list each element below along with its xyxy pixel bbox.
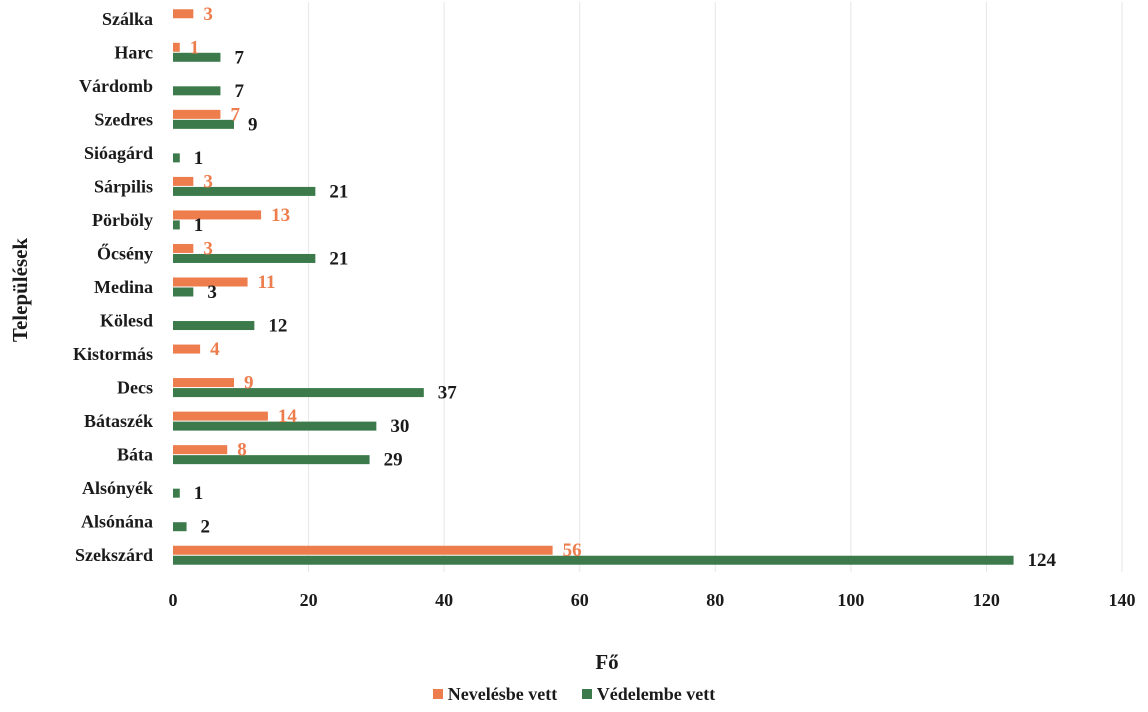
bar-nevelesbe [173, 42, 180, 52]
bar-vedelembe [173, 522, 187, 532]
x-tick-label: 100 [837, 590, 864, 610]
gridlines [308, 2, 1123, 572]
legend-label-nevelesbe: Nevelésbe vett [447, 683, 558, 704]
data-label-nevelesbe: 4 [210, 339, 220, 360]
data-label-vedelembe: 37 [438, 383, 458, 404]
bars [173, 9, 1014, 565]
category-label: Sárpilis [94, 176, 153, 196]
bar-vedelembe [173, 287, 194, 297]
data-label-vedelembe: 3 [207, 282, 217, 303]
bar-vedelembe [173, 488, 180, 498]
data-label-nevelesbe: 14 [278, 406, 298, 427]
bar-vedelembe [173, 321, 255, 331]
category-label: Báta [117, 445, 153, 465]
bar-vedelembe [173, 555, 1014, 565]
data-label-nevelesbe: 3 [203, 171, 213, 192]
data-label-nevelesbe: 13 [271, 205, 290, 226]
bar-nevelesbe [173, 378, 235, 388]
x-tick-label: 60 [571, 590, 589, 610]
category-labels: Szekszárd Alsónána Alsónyék Báta Bátaszék Dec… [73, 9, 153, 565]
data-label-vedelembe: 12 [268, 316, 287, 337]
x-axis-title: Fő [595, 650, 618, 674]
bar-nevelesbe [173, 176, 194, 186]
x-tick-label: 20 [300, 590, 318, 610]
category-label: Sióagárd [84, 143, 153, 163]
category-label: Kistormás [73, 344, 153, 364]
category-label: Kölesd [100, 311, 153, 331]
bar-vedelembe [173, 153, 180, 163]
x-tick-label: 140 [1109, 590, 1136, 610]
data-label-vedelembe: 1 [194, 148, 204, 169]
bar-vedelembe [173, 253, 316, 263]
data-label-vedelembe: 124 [1028, 550, 1057, 571]
bar-vedelembe [173, 119, 235, 129]
bar-vedelembe [173, 388, 424, 398]
data-label-nevelesbe: 56 [563, 540, 582, 561]
data-label-vedelembe: 1 [194, 483, 204, 504]
data-label-nevelesbe: 11 [258, 272, 276, 293]
x-tick-label: 80 [706, 590, 724, 610]
data-label-vedelembe: 21 [329, 248, 348, 269]
legend-item-nevelesbe: Nevelésbe vett [432, 683, 558, 705]
category-label: Szálka [102, 9, 153, 29]
bar-vedelembe [173, 220, 180, 230]
bar-nevelesbe [173, 445, 228, 455]
category-label: Őcsény [97, 242, 153, 263]
data-label-nevelesbe: 3 [203, 4, 213, 25]
category-label: Pörböly [92, 210, 153, 230]
data-label-vedelembe: 21 [329, 181, 348, 202]
bar-vedelembe [173, 421, 377, 431]
data-label-vedelembe: 9 [248, 114, 258, 135]
legend: Nevelésbe vett Védelembe vett [0, 683, 1148, 705]
x-tick-label: 120 [973, 590, 1000, 610]
data-label-vedelembe: 30 [390, 416, 409, 437]
data-label-vedelembe: 7 [234, 47, 244, 68]
bar-nevelesbe [173, 243, 194, 253]
category-label: Várdomb [79, 76, 153, 96]
category-label: Alsónána [81, 512, 153, 532]
y-axis-title: Települések [8, 238, 32, 343]
data-label-nevelesbe: 8 [237, 440, 247, 461]
bar-vedelembe [173, 52, 221, 62]
bar-vedelembe [173, 455, 370, 465]
category-label: Szedres [94, 109, 153, 129]
bar-nevelesbe [173, 109, 221, 119]
data-label-vedelembe: 1 [194, 215, 204, 236]
x-tick-label: 40 [435, 590, 453, 610]
bar-nevelesbe [173, 344, 201, 354]
bar-nevelesbe [173, 210, 262, 220]
category-label: Alsónyék [82, 478, 153, 498]
data-label-nevelesbe: 3 [203, 238, 213, 259]
category-label: Decs [117, 378, 153, 398]
data-label-vedelembe: 7 [234, 81, 244, 102]
data-label-nevelesbe: 7 [230, 104, 240, 125]
x-tick-label: 0 [169, 590, 178, 610]
bar-nevelesbe [173, 411, 268, 421]
category-label: Szekszárd [75, 545, 153, 565]
bar-vedelembe [173, 186, 316, 196]
bar-vedelembe [173, 86, 221, 96]
legend-item-vedelembe: Védelembe vett [581, 683, 716, 705]
bar-nevelesbe [173, 9, 194, 19]
data-label-nevelesbe: 1 [190, 37, 200, 58]
category-label: Medina [94, 277, 153, 297]
legend-swatch-vedelembe [581, 689, 592, 699]
category-label: Harc [114, 42, 153, 62]
category-label: Bátaszék [84, 411, 153, 431]
data-label-vedelembe: 2 [201, 517, 211, 538]
data-label-nevelesbe: 9 [244, 373, 254, 394]
bar-nevelesbe [173, 277, 248, 287]
legend-label-vedelembe: Védelembe vett [596, 683, 716, 704]
legend-swatch-nevelesbe [432, 689, 443, 699]
x-tick-labels: 0 20 40 60 80 100 120 140 [169, 590, 1136, 610]
bar-nevelesbe [173, 545, 553, 555]
data-label-vedelembe: 29 [384, 450, 403, 471]
